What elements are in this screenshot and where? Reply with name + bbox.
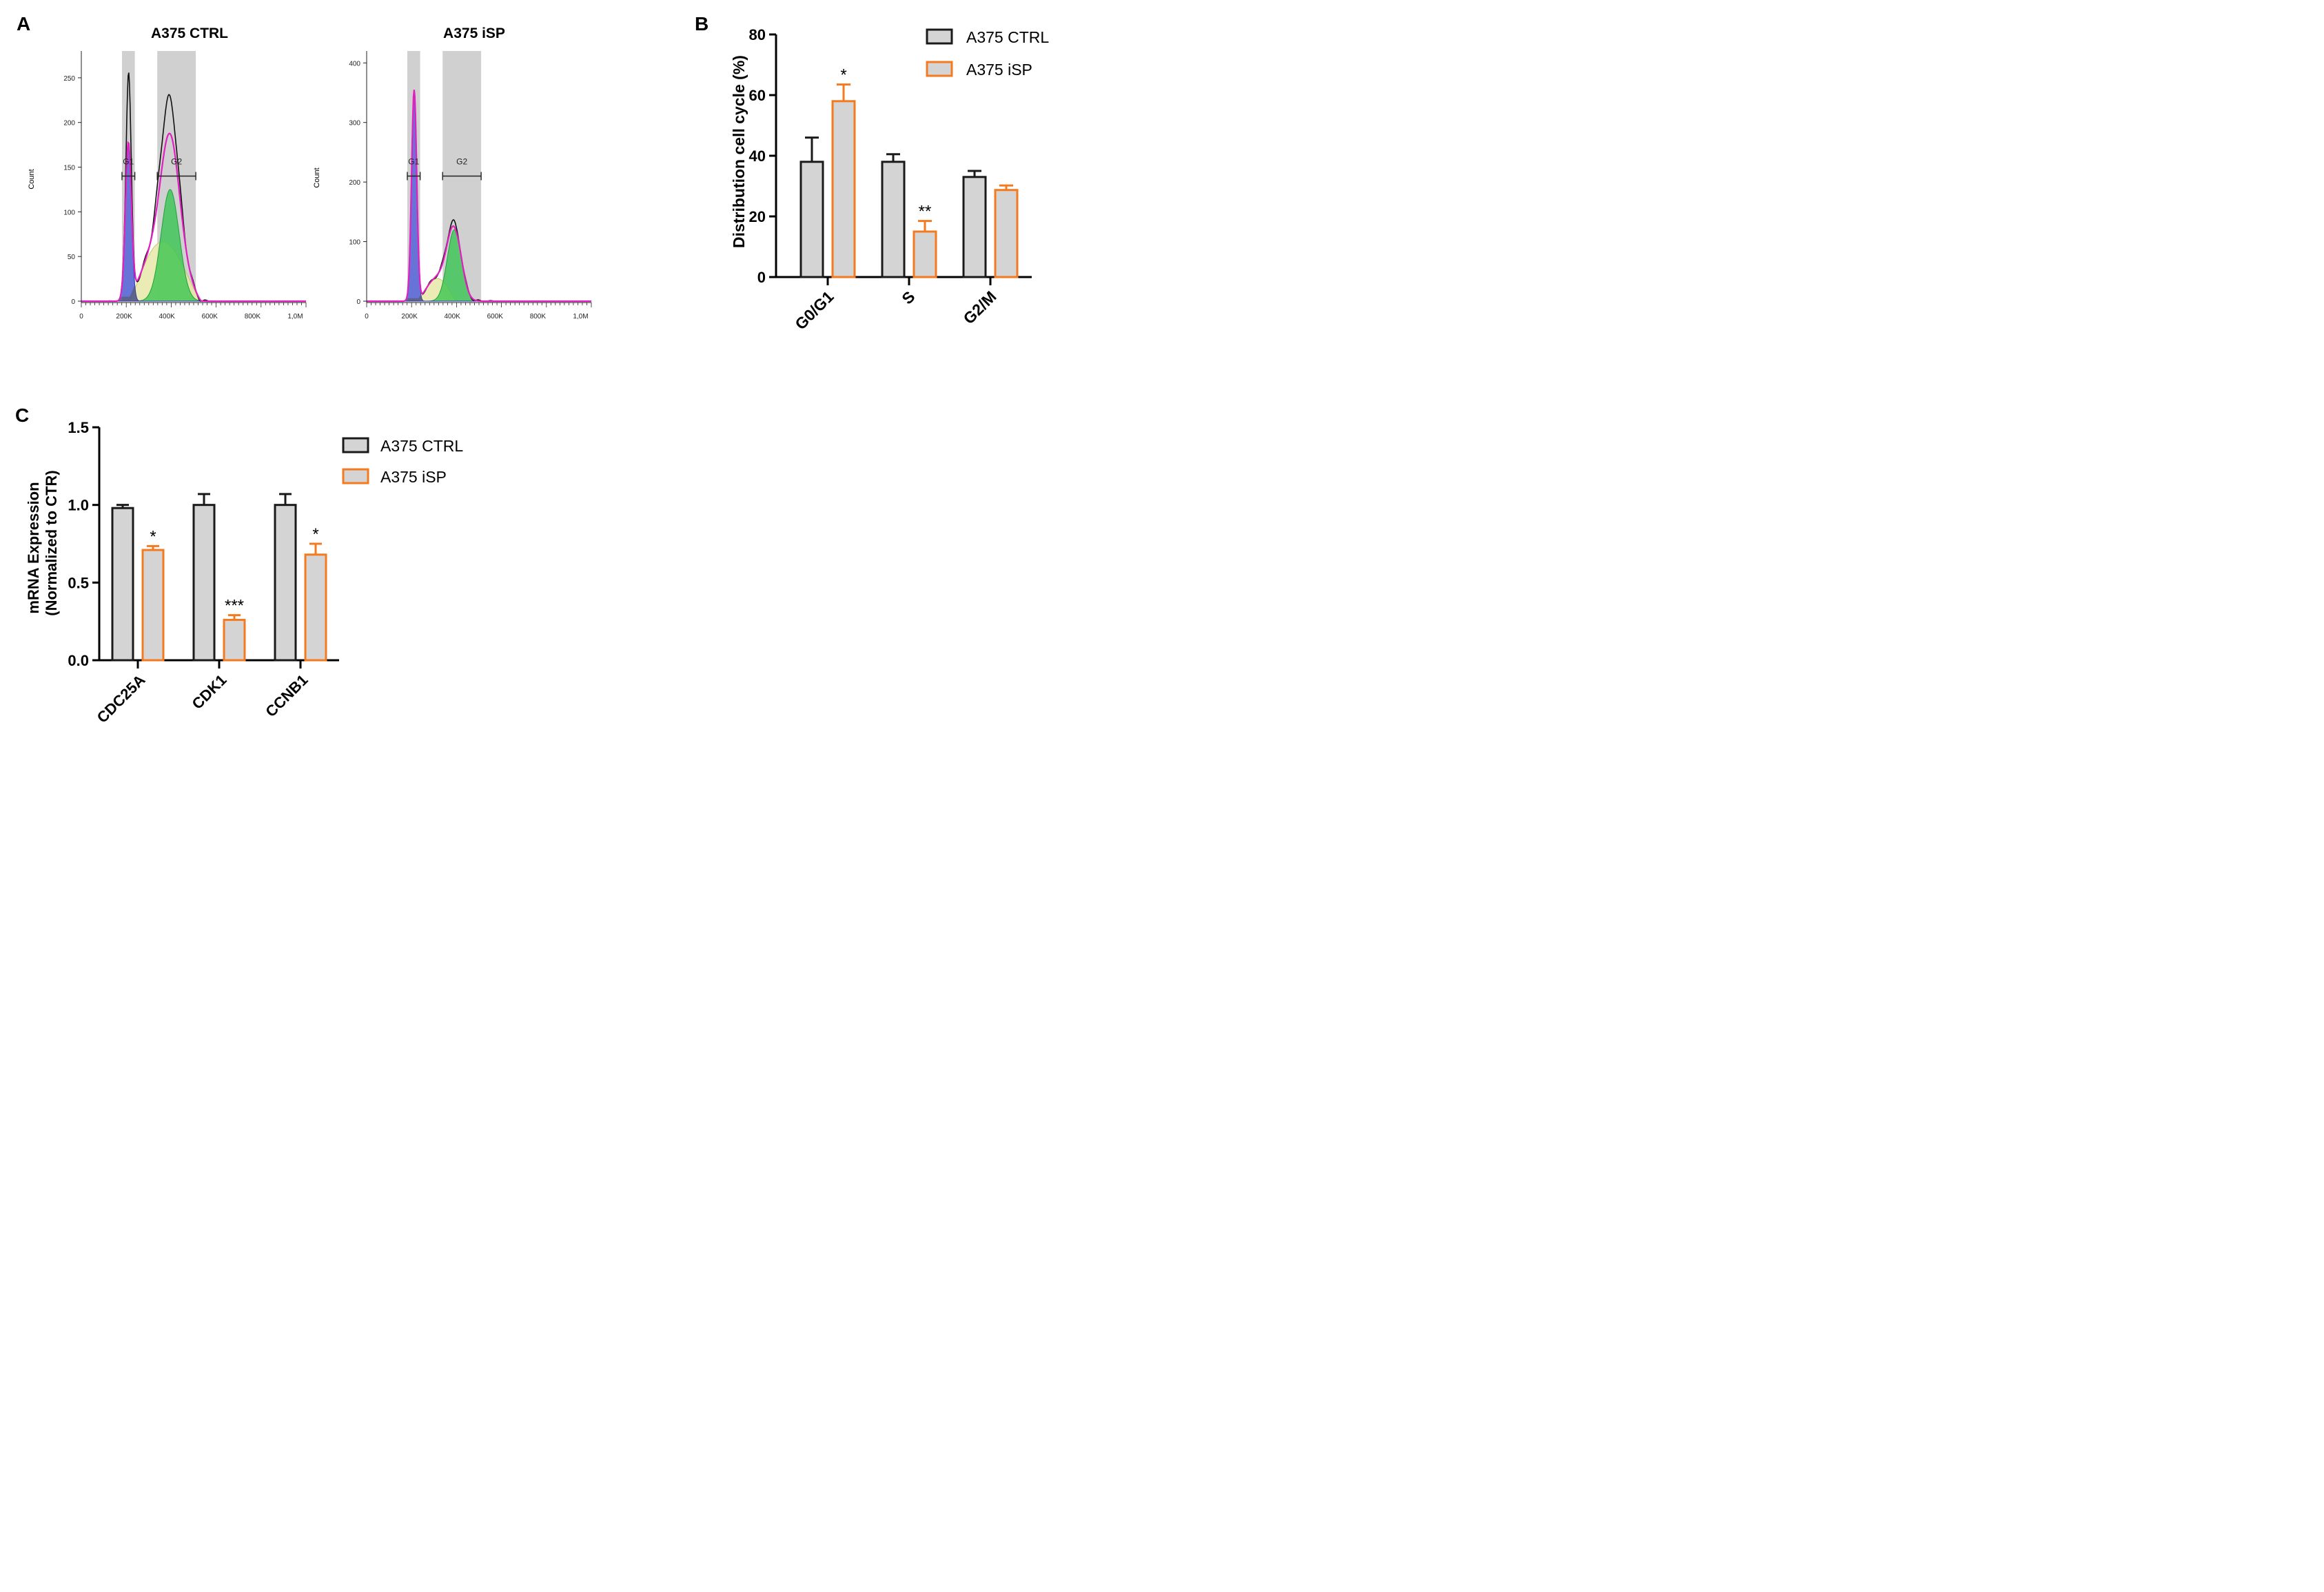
panel-letter-c: C bbox=[15, 405, 29, 426]
fit-overlap-area bbox=[394, 294, 500, 301]
flow-y-tick-label: 200 bbox=[63, 120, 75, 127]
figure: A B C A375 CTRL Count G1 G2 0 50 100 150 200 25… bbox=[0, 0, 1081, 740]
flow-y-tick-label: 0 bbox=[356, 298, 360, 306]
bar-isp bbox=[831, 100, 856, 278]
flow-x-tick-label: 400K bbox=[159, 313, 176, 320]
flow-y-tick-label: 0 bbox=[71, 298, 75, 306]
flow-y-tick-label: 100 bbox=[63, 209, 75, 216]
bar-isp bbox=[994, 189, 1019, 278]
flow-x-tick-label: 200K bbox=[401, 313, 418, 320]
legend-b-isp-label: A375 iSP bbox=[966, 61, 1032, 79]
flow-x-tick-label: 400K bbox=[445, 313, 461, 320]
flow-x-tick-label: 800K bbox=[245, 313, 261, 320]
flow-y-tick-label: 150 bbox=[63, 165, 75, 172]
bar-isp bbox=[223, 618, 246, 662]
flow-isp-title: A375 iSP bbox=[443, 25, 505, 41]
significance-marker: *** bbox=[225, 597, 244, 615]
flow-ctrl-ylabel: Count bbox=[28, 169, 36, 189]
legend-c-isp-label: A375 iSP bbox=[380, 468, 447, 486]
flow-y-tick-label: 100 bbox=[349, 239, 360, 247]
flow-x-tick-label: 0 bbox=[365, 313, 369, 320]
legend-c-ctrl-swatch bbox=[342, 437, 369, 453]
bar-isp bbox=[304, 553, 327, 662]
flow-x-tick-label: 600K bbox=[487, 313, 504, 320]
chart-b-ylabel: Distribution cell cycle (%) bbox=[730, 55, 748, 248]
flow-x-tick-label: 1,0M bbox=[573, 313, 588, 320]
flow-x-tick-label: 200K bbox=[116, 313, 132, 320]
flow-y-tick-label: 400 bbox=[349, 60, 360, 68]
flow-y-tick-label: 250 bbox=[63, 75, 75, 83]
bar-ctrl bbox=[962, 176, 987, 278]
model-fit-line bbox=[367, 90, 591, 303]
fit-overlap-area bbox=[109, 285, 214, 301]
flow-x-tick-label: 0 bbox=[79, 313, 83, 320]
significance-marker: ** bbox=[919, 203, 932, 221]
flow-histogram-ctrl: A375 CTRL Count G1 G2 0 50 100 150 200 250 0 200K… bbox=[28, 25, 307, 320]
figure-canvas: A B C A375 CTRL Count G1 G205010015020025… bbox=[15, 13, 1049, 726]
flow-histogram-isp: A375 iSP Count G1 G2 0 100 200 300 400 0 200K 400… bbox=[313, 25, 592, 320]
bar-category-label: G2/M bbox=[959, 287, 999, 327]
flow-ctrl-title: A375 CTRL bbox=[151, 25, 228, 41]
significance-marker: * bbox=[312, 525, 318, 544]
panel-letter-b: B bbox=[695, 13, 709, 34]
flow-y-tick-label: 50 bbox=[68, 254, 76, 261]
flow-x-tick-label: 1,0M bbox=[287, 313, 303, 320]
bar-y-tick-label: 80 bbox=[749, 26, 766, 43]
flow-y-tick-label: 200 bbox=[349, 179, 360, 187]
bar-y-tick-label: 1.5 bbox=[68, 419, 89, 436]
significance-marker: * bbox=[150, 527, 156, 546]
gate-label-g2: G2 bbox=[456, 157, 467, 167]
flow-isp-ylabel: Count bbox=[313, 167, 321, 187]
bar-isp bbox=[913, 230, 937, 278]
legend-c-ctrl-label: A375 CTRL bbox=[380, 437, 463, 455]
bar-y-tick-label: 60 bbox=[749, 87, 766, 104]
mrna-expression-bar-chart: mRNA Expression (Normalized to CTR) 0.0 0… bbox=[25, 419, 463, 726]
legend-c-isp-swatch bbox=[342, 468, 369, 484]
bar-y-tick-label: 0.0 bbox=[68, 652, 89, 669]
bar-category-label: G0/G1 bbox=[791, 287, 837, 333]
bar-category-label: S bbox=[898, 287, 918, 307]
bar-ctrl bbox=[799, 161, 824, 278]
bar-y-tick-label: 40 bbox=[749, 147, 766, 165]
flow-x-tick-label: 600K bbox=[202, 313, 218, 320]
bar-ctrl bbox=[274, 504, 297, 662]
model-fit-line bbox=[81, 132, 306, 303]
chart-c-ylabel: mRNA Expression bbox=[25, 482, 42, 613]
bar-y-tick-label: 0 bbox=[757, 269, 766, 286]
flow-x-tick-label: 800K bbox=[530, 313, 547, 320]
legend-b-ctrl-swatch bbox=[926, 28, 953, 45]
bar-isp bbox=[141, 549, 165, 662]
bar-y-tick-label: 20 bbox=[749, 208, 766, 225]
bar-ctrl bbox=[192, 504, 216, 662]
bar-y-tick-label: 0.5 bbox=[68, 574, 89, 591]
bar-category-label: CCNB1 bbox=[262, 671, 311, 720]
cell-cycle-bar-chart: Distribution cell cycle (%) 0 20 40 60 80 G0/… bbox=[730, 26, 1049, 333]
legend-b-ctrl-label: A375 CTRL bbox=[966, 28, 1049, 46]
chart-c-ylabel2: (Normalized to CTR) bbox=[43, 470, 60, 615]
significance-marker: * bbox=[840, 66, 846, 85]
bar-y-tick-label: 1.0 bbox=[68, 497, 89, 514]
bar-category-label: CDK1 bbox=[188, 671, 230, 713]
legend-b-isp-swatch bbox=[926, 61, 953, 77]
panel-letter-a: A bbox=[17, 13, 30, 34]
flow-y-tick-label: 300 bbox=[349, 120, 360, 127]
gate-label-g1: G1 bbox=[408, 157, 419, 167]
gate-label-g2: G2 bbox=[171, 157, 182, 167]
gate-label-g1: G1 bbox=[123, 157, 134, 167]
bar-ctrl bbox=[111, 507, 134, 662]
bar-ctrl bbox=[881, 161, 906, 278]
bar-category-label: CDC25A bbox=[94, 671, 149, 726]
